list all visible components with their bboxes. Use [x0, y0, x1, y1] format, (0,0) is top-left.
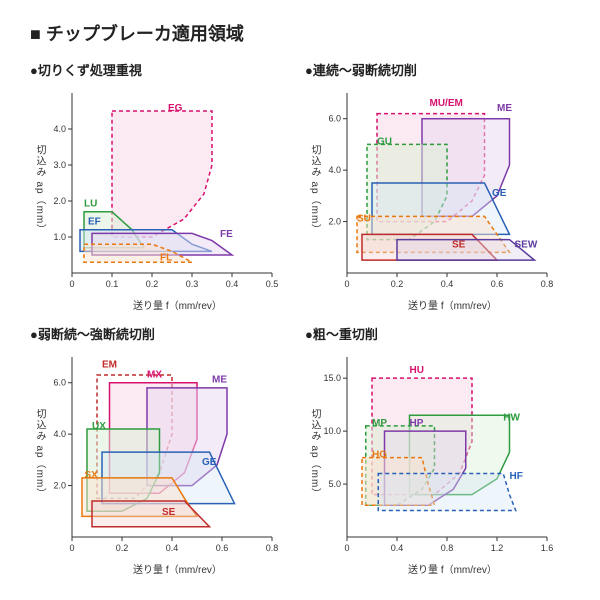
x-tick-label: 0.4: [166, 543, 179, 553]
region-label: FE: [220, 229, 233, 240]
panel-title: ●粗～重切削: [305, 324, 570, 343]
region-label: ME: [212, 375, 227, 386]
x-tick-label: 0.8: [441, 543, 454, 553]
panel-title: ●弱断続～強断続切削: [30, 324, 295, 343]
region-label: MU/EM: [430, 98, 463, 109]
region-label: MX: [147, 370, 162, 381]
x-tick-label: 0.4: [226, 279, 239, 289]
region-shape: [378, 473, 516, 510]
chart-svg: HU HW MP HP HG HF 0 0.4 0.8 1.2 1.6 5.0 10.0 15.0: [305, 349, 563, 557]
chart-svg: MU/EM ME GU GE SU SE SEW 0 0.2 0.4 0.6 0.8 2.0 4.0 6.0: [305, 85, 563, 293]
chart-wrap: 切込み ap（mm） EM MX ME UX GE SX SE 0 0.2 0.4 0.6 0.8 2.0…: [30, 349, 290, 559]
main-title: ■ チップブレーカ適用領域: [30, 20, 570, 46]
chart-grid: ●切りくず処理重視切込み ap（mm） EG LU EF FE FL 0 0.1 0.2 0.3 0…: [30, 60, 570, 576]
region-label: EM: [102, 359, 117, 370]
region-shape: [112, 111, 212, 237]
chart-wrap: 切込み ap（mm） EG LU EF FE FL 0 0.1 0.2 0.3 0.4 0.5 1.0 2…: [30, 85, 290, 295]
panel-title: ●連続～弱断続切削: [305, 60, 570, 79]
y-tick-label: 4.0: [328, 165, 341, 175]
y-axis-label: 切込み ap（mm）: [307, 145, 322, 236]
panel-title: ●切りくず処理重視: [30, 60, 295, 79]
chart-wrap: 切込み ap（mm） MU/EM ME GU GE SU SE SEW 0 0.2 0.4 0.6 0.…: [305, 85, 565, 295]
region-label: EG: [168, 103, 183, 114]
x-tick-label: 0.6: [216, 543, 229, 553]
region-label: SX: [85, 470, 99, 481]
x-tick-label: 0.2: [391, 279, 404, 289]
x-tick-label: 0: [344, 279, 349, 289]
chart-svg: EM MX ME UX GE SX SE 0 0.2 0.4 0.6 0.8 2.0 4.0 6.0: [30, 349, 288, 557]
region-label: UX: [92, 421, 106, 432]
chart-panel: ●連続～弱断続切削切込み ap（mm） MU/EM ME GU GE SU SE SEW 0 0.…: [305, 60, 570, 312]
x-tick-label: 1.6: [541, 543, 554, 553]
region-label: FL: [160, 252, 172, 263]
region-label: HU: [410, 365, 424, 376]
chart-wrap: 切込み ap（mm） HU HW MP HP HG HF 0 0.4 0.8 1.2 1.6 5.0 10…: [305, 349, 565, 559]
y-axis-label: 切込み ap（mm）: [307, 409, 322, 500]
y-tick-label: 2.0: [53, 481, 66, 491]
y-tick-label: 3.0: [53, 160, 66, 170]
x-tick-label: 1.2: [491, 543, 504, 553]
x-axis-label: 送り量 f（mm/rev）: [60, 297, 295, 312]
region-shape: [92, 501, 210, 527]
y-tick-label: 5.0: [328, 479, 341, 489]
region-label: SU: [357, 214, 371, 225]
y-axis-label: 切込み ap（mm）: [32, 145, 47, 236]
region-label: ME: [497, 103, 512, 114]
region-label: HF: [510, 471, 523, 482]
x-tick-label: 0.2: [116, 543, 129, 553]
x-tick-label: 0: [344, 543, 349, 553]
x-axis-label: 送り量 f（mm/rev）: [335, 297, 570, 312]
chart-panel: ●粗～重切削切込み ap（mm） HU HW MP HP HG HF 0 0.4 0.8 1.2 1.…: [305, 324, 570, 576]
region-label: HP: [410, 418, 424, 429]
region-label: MP: [372, 418, 387, 429]
region-label: SE: [162, 507, 176, 518]
region-label: GE: [492, 188, 507, 199]
region-label: EF: [88, 216, 101, 227]
region-label: GE: [202, 457, 217, 468]
y-tick-label: 2.0: [53, 196, 66, 206]
region-label: SE: [452, 239, 466, 250]
x-axis-label: 送り量 f（mm/rev）: [60, 561, 295, 576]
region-label: HW: [503, 413, 520, 424]
x-axis-label: 送り量 f（mm/rev）: [335, 561, 570, 576]
x-tick-label: 0.8: [541, 279, 554, 289]
x-tick-label: 0.4: [441, 279, 454, 289]
region-label: GU: [377, 136, 392, 147]
x-tick-label: 0.6: [491, 279, 504, 289]
y-tick-label: 15.0: [323, 373, 341, 383]
chart-svg: EG LU EF FE FL 0 0.1 0.2 0.3 0.4 0.5 1.0 2.0 3.0 4.0: [30, 85, 288, 293]
x-tick-label: 0.2: [146, 279, 159, 289]
x-tick-label: 0: [69, 543, 74, 553]
region-label: HG: [372, 450, 387, 461]
x-tick-label: 0.5: [266, 279, 279, 289]
y-tick-label: 2.0: [328, 217, 341, 227]
chart-panel: ●弱断続～強断続切削切込み ap（mm） EM MX ME UX GE SX SE 0 0.2 0.…: [30, 324, 295, 576]
y-tick-label: 10.0: [323, 426, 341, 436]
region-label: LU: [84, 198, 97, 209]
x-tick-label: 0.3: [186, 279, 199, 289]
y-tick-label: 6.0: [328, 114, 341, 124]
x-tick-label: 0: [69, 279, 74, 289]
x-tick-label: 0.8: [266, 543, 279, 553]
x-tick-label: 0.1: [106, 279, 119, 289]
x-tick-label: 0.4: [391, 543, 404, 553]
region-label: SEW: [515, 239, 538, 250]
y-tick-label: 4.0: [53, 124, 66, 134]
chart-panel: ●切りくず処理重視切込み ap（mm） EG LU EF FE FL 0 0.1 0.2 0.3 0…: [30, 60, 295, 312]
y-tick-label: 1.0: [53, 232, 66, 242]
y-tick-label: 6.0: [53, 378, 66, 388]
y-axis-label: 切込み ap（mm）: [32, 409, 47, 500]
y-tick-label: 4.0: [53, 429, 66, 439]
